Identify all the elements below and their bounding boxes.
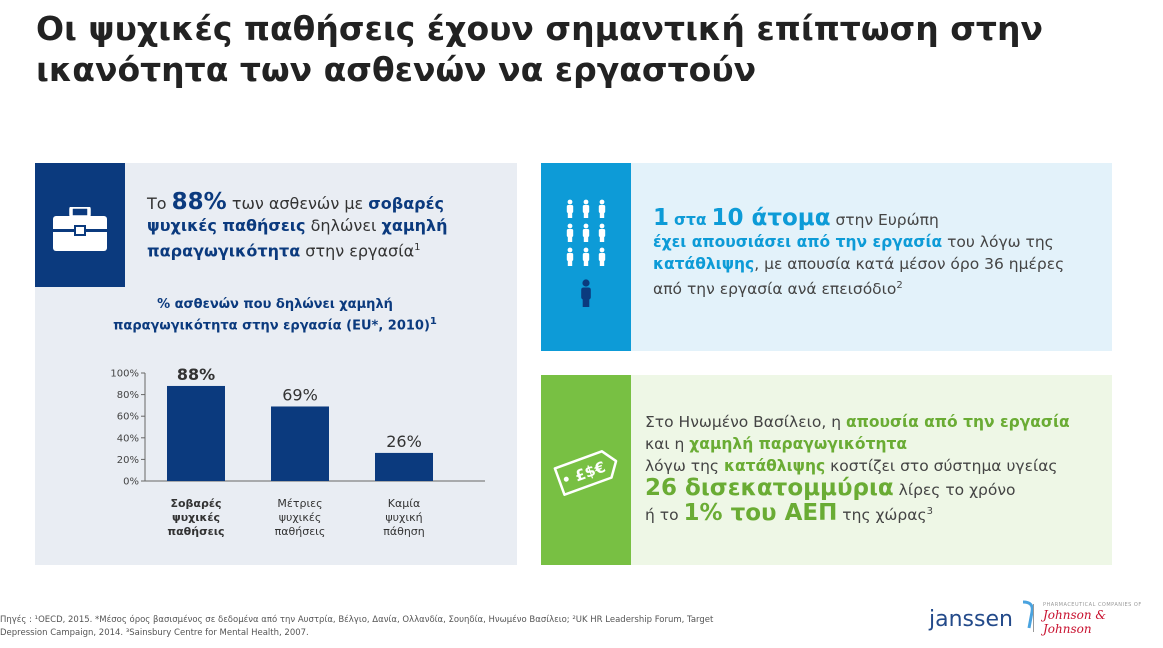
rb-em1: απουσία από την εργασία [845, 413, 1070, 431]
rb-text7: της χώρας [842, 506, 927, 525]
title-line-2: ικανότητα των ασθενών να εργαστούν [36, 50, 757, 89]
janssen-logo-text: janssen [929, 607, 1013, 632]
stat-post: στην εργασία [305, 241, 415, 261]
rt-text1: στην Ευρώπη [835, 211, 939, 229]
x-category-label: παθήσεις [275, 525, 326, 538]
person-icon [582, 223, 590, 242]
page-title: Οι ψυχικές παθήσεις έχουν σημαντική επίπ… [36, 8, 1136, 90]
person-icon [582, 247, 590, 266]
right-bottom-panel: £$€ Στο Ηνωμένο Βασίλειο, η απουσία από … [541, 375, 1112, 565]
rt-sup: 2 [896, 280, 903, 291]
person-icon [598, 223, 606, 242]
bar-data-label: 88% [177, 365, 215, 384]
footnote-line-1: Πηγές : ¹OECD, 2015. *Μέσος όρος βασισμέ… [0, 615, 714, 625]
stat-em1: σοβαρές ψυχικές παθήσεις [147, 194, 445, 235]
x-category-label: Μέτριες [277, 497, 322, 510]
person-icon [598, 247, 606, 266]
rb-big2: 1% του ΑΕΠ [683, 500, 838, 527]
chart-title-text: % ασθενών που δηλώνει χαμηλή παραγωγικότ… [113, 297, 430, 334]
rb-text1: Στο Ηνωμένο Βασίλειο, η [645, 413, 842, 431]
stat-one: 1 [653, 205, 670, 231]
y-tick-label: 20% [117, 455, 139, 466]
stat-in: στα [673, 211, 707, 229]
rb-em3: κατάθλιψης [723, 457, 826, 475]
janssen-logo: janssen [929, 600, 1036, 632]
bar-data-label: 69% [282, 385, 318, 404]
rb-em2: χαμηλή παραγωγικότητα [689, 435, 908, 453]
person-icon [566, 223, 574, 242]
person-icon [582, 199, 590, 218]
y-tick-label: 40% [117, 433, 139, 444]
person-icon [566, 199, 574, 218]
rb-text4: κοστίζει στο σύστημα υγείας [830, 457, 1058, 475]
rt-text2: του λόγω της [947, 233, 1054, 251]
depression-absence-text: 1 στα 10 άτομα στην Ευρώπη έχει απουσιάσ… [653, 207, 1093, 300]
x-category-label: πάθηση [383, 525, 425, 538]
y-tick-label: 60% [117, 412, 139, 423]
bar [167, 385, 225, 481]
y-tick-label: 0% [123, 477, 139, 488]
rt-text3: , με απουσία κατά μέσον όρο 36 ημέρες απ… [653, 255, 1065, 299]
bar [375, 452, 433, 481]
stat-em2: χαμηλή παραγωγικότητα [147, 216, 448, 261]
stat-88-text: Το 88% των ασθενών με σοβαρές ψυχικές πα… [147, 191, 507, 262]
y-tick-label: 80% [117, 390, 139, 401]
rb-text3: λόγω της [645, 457, 719, 475]
person-icon [598, 199, 606, 218]
stat-mid2: δηλώνει [310, 216, 377, 235]
currency-tag-icon: £$€ [553, 450, 618, 496]
rt-em2: κατάθλιψης [653, 255, 755, 273]
x-category-label: ψυχικές [172, 511, 220, 524]
x-category-label: παθήσεις [167, 525, 224, 538]
title-line-1: Οι ψυχικές παθήσεις έχουν σημαντική επίπ… [36, 9, 1043, 48]
chart-title-sup: 1 [429, 316, 437, 327]
jnj-logo: PHARMACEUTICAL COMPANIES OF Johnson & Jo… [1043, 602, 1143, 636]
x-category-label: ψυχικές [279, 511, 322, 524]
jnj-script-text: Johnson & Johnson [1043, 608, 1107, 636]
people-icon [566, 199, 606, 307]
stat-value: 88% [171, 189, 227, 215]
bar-chart: 0%20%40%60%80%100% 88%Σοβαρέςψυχικέςπαθήσ… [110, 365, 485, 538]
y-tick-label: 100% [110, 369, 139, 380]
x-category-label: ψυχική [385, 511, 422, 524]
left-panel: Το 88% των ασθενών με σοβαρές ψυχικές πα… [35, 163, 517, 565]
stat-pre: Το [147, 194, 167, 213]
bar [271, 406, 329, 481]
rt-em1: έχει απουσιάσει από την εργασία [653, 233, 943, 251]
rb-text6: ή το [645, 506, 679, 525]
logo-divider [1033, 604, 1034, 632]
stat-sup: 1 [414, 242, 421, 253]
jnj-small-text: PHARMACEUTICAL COMPANIES OF [1043, 602, 1142, 608]
rb-text2: και η [645, 435, 685, 453]
right-top-panel: 1 στα 10 άτομα στην Ευρώπη έχει απουσιάσ… [541, 163, 1112, 351]
footnote-sources: Πηγές : ¹OECD, 2015. *Μέσος όρος βασισμέ… [0, 614, 760, 640]
rb-big1: 26 δισεκατομμύρια [645, 475, 894, 501]
person-icon [566, 247, 574, 266]
bar-data-label: 26% [386, 432, 422, 451]
chart-title: % ασθενών που δηλώνει χαμηλή παραγωγικότ… [95, 296, 455, 334]
people-icon-box [541, 163, 631, 351]
janssen-swoosh-icon [1022, 600, 1034, 629]
stat-mid: των ασθενών με [231, 194, 364, 213]
currency-icon-box: £$€ [541, 375, 631, 565]
rb-sup: 3 [926, 506, 933, 517]
stat-ten-people: 10 άτομα [711, 205, 831, 231]
uk-cost-text: Στο Ηνωμένο Βασίλειο, η απουσία από την … [645, 411, 1095, 526]
rb-text5: λίρες το χρόνο [898, 481, 1016, 499]
briefcase-icon [53, 207, 107, 251]
briefcase-icon-box [35, 163, 125, 287]
x-category-label: Σοβαρές [170, 497, 221, 510]
x-category-label: Καμία [388, 497, 420, 510]
person-highlight-icon [581, 279, 591, 307]
footnote-line-2: Depression Campaign, 2014. ³Sainsbury Ce… [0, 628, 309, 638]
